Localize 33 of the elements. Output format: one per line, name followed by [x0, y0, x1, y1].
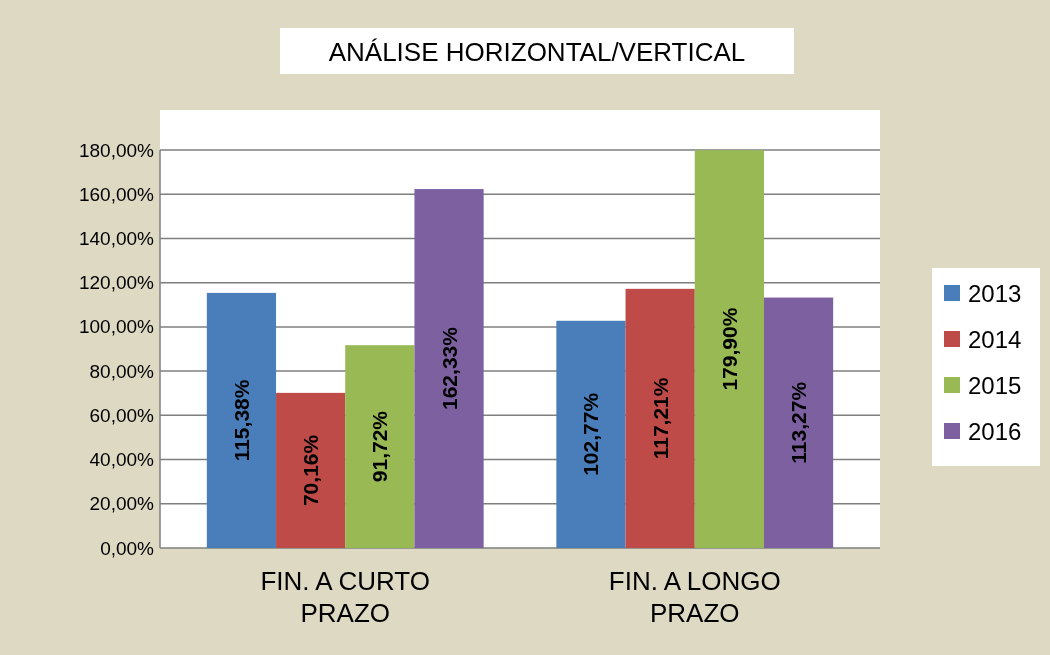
bar — [276, 392, 346, 548]
data-label: 115,38% — [229, 379, 253, 462]
legend-label: 2016 — [968, 417, 1022, 445]
bar — [556, 320, 626, 548]
data-label: 117,21% — [648, 377, 672, 460]
bar — [694, 150, 764, 548]
legend-label: 2014 — [968, 325, 1022, 353]
y-tick-label: 140,00% — [78, 227, 155, 249]
bar — [206, 292, 277, 548]
y-tick-label: 20,00% — [89, 493, 155, 515]
data-label: 162,33% — [437, 326, 461, 410]
data-label: 179,90% — [717, 307, 741, 391]
chart-title: ANÁLISE HORIZONTAL/VERTICAL — [328, 37, 746, 67]
x-tick-label: FIN. A LONGO PRAZO — [608, 566, 781, 628]
legend-label: 2015 — [968, 371, 1022, 399]
legend-label: 2013 — [968, 279, 1022, 307]
y-tick-label: 180,00% — [78, 139, 155, 161]
data-label: 91,72% — [368, 410, 392, 483]
data-label: 113,27% — [787, 381, 811, 464]
y-tick-label: 40,00% — [89, 449, 155, 471]
y-tick-label: 160,00% — [78, 183, 155, 205]
data-label: 70,16% — [299, 434, 323, 507]
y-tick-label: 0,00% — [100, 537, 155, 559]
y-tick-label: 100,00% — [78, 316, 155, 338]
bar — [345, 345, 415, 548]
x-tick-label: FIN. A CURTO PRAZO — [260, 566, 431, 628]
y-tick-label: 120,00% — [78, 272, 155, 294]
y-tick-label: 80,00% — [89, 360, 155, 382]
bar — [763, 297, 834, 548]
bar — [625, 288, 695, 548]
data-label: 102,77% — [579, 392, 603, 476]
y-tick-label: 60,00% — [89, 404, 155, 426]
bar — [414, 189, 484, 548]
